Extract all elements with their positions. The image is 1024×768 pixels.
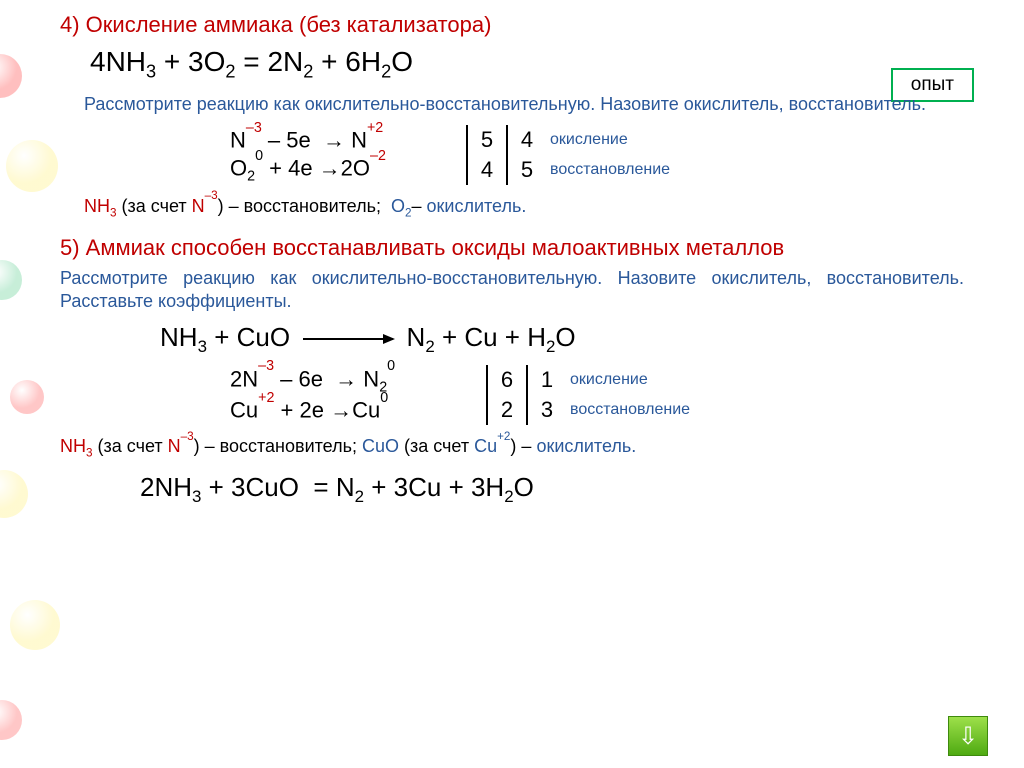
slide-content: 4) Окисление аммиака (без катализатора) … xyxy=(0,0,1024,519)
redox-row: Cu+2 + 2е →Cu0 2 3 восстановление xyxy=(230,395,964,425)
redox-row: O20 + 4е →2O–2 4 5 восстановление xyxy=(230,155,964,185)
balloon-ornament xyxy=(10,600,60,650)
section5-instruction: Рассмотрите реакцию как окислительно-вос… xyxy=(60,267,964,312)
coefficient: 1 xyxy=(534,367,560,393)
section4-conclusion: NH3 (за счет N–3) – восстановитель; O2– … xyxy=(84,195,964,220)
section5-conclusion: NH3 (за счет N–3) – восстановитель; CuO … xyxy=(60,435,964,460)
eq-left: NH3 + CuO xyxy=(160,322,290,352)
section5-redox: 2N–3 – 6е → N20 6 1 окисление Cu+2 + 2е … xyxy=(230,365,964,425)
electrons: 5 xyxy=(474,127,500,153)
divider xyxy=(526,365,528,395)
electrons: 2 xyxy=(494,397,520,423)
section4-title: 4) Окисление аммиака (без катализатора) xyxy=(60,12,964,38)
divider xyxy=(526,395,528,425)
eq-right: N2 + Cu + H2O xyxy=(407,322,576,352)
divider xyxy=(486,395,488,425)
divider xyxy=(466,155,468,185)
section5-eq-unbalanced: NH3 + CuO N2 + Cu + H2O xyxy=(160,322,964,357)
divider xyxy=(466,125,468,155)
coefficient: 4 xyxy=(514,127,540,153)
coefficient: 5 xyxy=(514,157,540,183)
arrow-down-icon: ⇩ xyxy=(958,722,978,751)
section4-instruction: Рассмотрите реакцию как окислительно-вос… xyxy=(84,93,964,116)
process-label: окисление xyxy=(550,131,628,149)
divider xyxy=(506,155,508,185)
redox-row: 2N–3 – 6е → N20 6 1 окисление xyxy=(230,365,964,395)
process-label: окисление xyxy=(570,371,648,389)
section4-equation: 4NH3 + 3O2 = 2N2 + 6H2O xyxy=(90,46,964,83)
balloon-ornament xyxy=(0,700,22,740)
process-label: восстановление xyxy=(550,161,670,179)
redox-row: N–3 – 5е → N+2 5 4 окисление xyxy=(230,125,964,155)
next-slide-button[interactable]: ⇩ xyxy=(948,716,988,756)
coefficient: 3 xyxy=(534,397,560,423)
electrons: 6 xyxy=(494,367,520,393)
half-reaction: N–3 – 5е → N+2 xyxy=(230,127,460,153)
process-label: восстановление xyxy=(570,401,690,419)
section4-redox: N–3 – 5е → N+2 5 4 окисление O20 + 4е →2… xyxy=(230,125,964,185)
half-reaction: O20 + 4е →2O–2 xyxy=(230,155,460,185)
electrons: 4 xyxy=(474,157,500,183)
arrow-icon xyxy=(303,338,393,340)
divider xyxy=(506,125,508,155)
section5-title: 5) Аммиак способен восстанавливать оксид… xyxy=(60,234,964,262)
divider xyxy=(486,365,488,395)
section5-eq-final: 2NH3 + 3CuO = N2 + 3Cu + 3H2O xyxy=(140,472,964,507)
half-reaction: Cu+2 + 2е →Cu0 xyxy=(230,397,480,423)
